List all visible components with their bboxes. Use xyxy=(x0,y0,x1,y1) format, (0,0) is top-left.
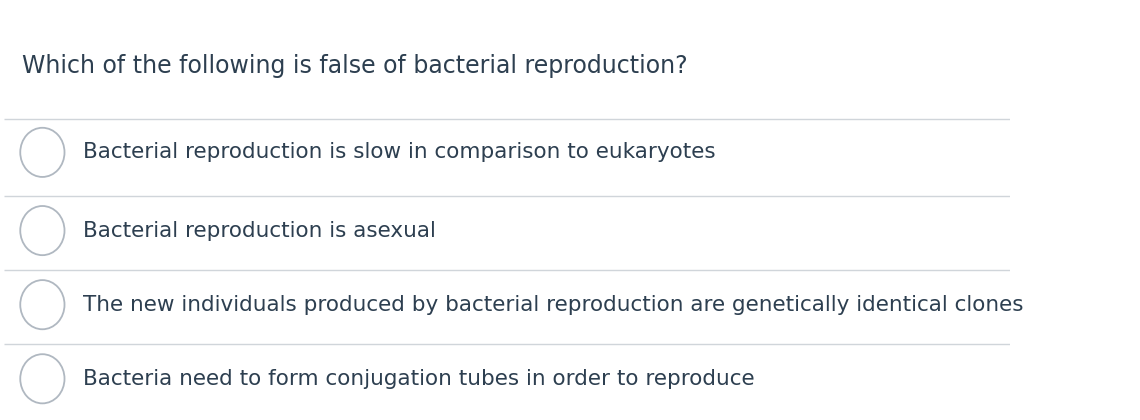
Text: Bacterial reproduction is asexual: Bacterial reproduction is asexual xyxy=(82,220,435,241)
Text: Bacteria need to form conjugation tubes in order to reproduce: Bacteria need to form conjugation tubes … xyxy=(82,369,755,389)
Text: Which of the following is false of bacterial reproduction?: Which of the following is false of bacte… xyxy=(23,54,687,78)
Text: The new individuals produced by bacterial reproduction are genetically identical: The new individuals produced by bacteria… xyxy=(82,295,1023,315)
Text: Bacterial reproduction is slow in comparison to eukaryotes: Bacterial reproduction is slow in compar… xyxy=(82,142,715,163)
